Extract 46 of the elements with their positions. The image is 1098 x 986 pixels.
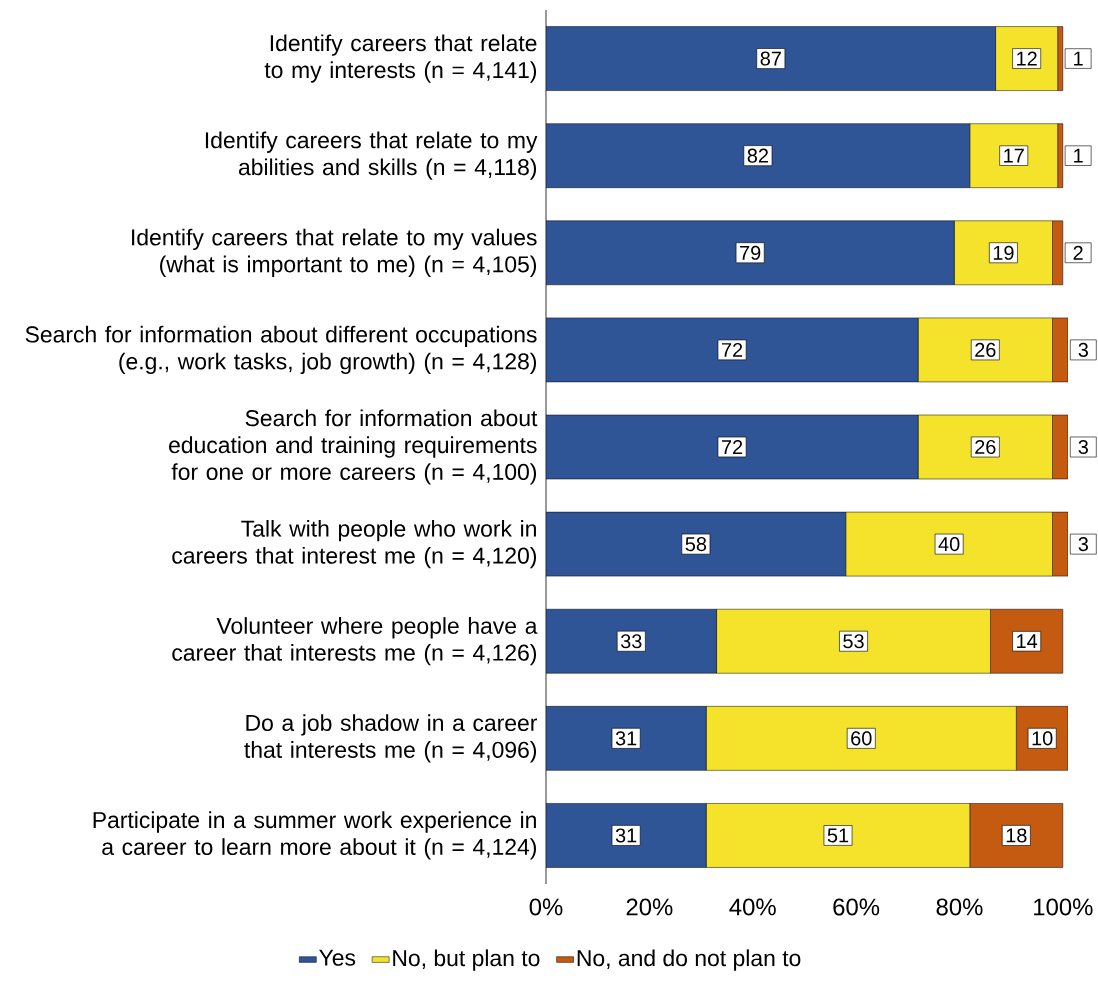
data-label: 60 xyxy=(851,731,872,746)
data-label: 18 xyxy=(1006,828,1027,843)
legend-label: Yes xyxy=(319,949,356,966)
data-label: 51 xyxy=(827,828,849,843)
data-label: 26 xyxy=(975,342,996,357)
y-tick-label: Identify careers that relate to my interests (n = 4,141) xyxy=(264,34,537,83)
y-tick-label: Search for information about education and training requirements for one or more careers (n = 4,100) xyxy=(169,409,538,485)
legend-label: No, but plan to xyxy=(393,949,540,971)
data-label: 3 xyxy=(1078,537,1088,552)
data-label: 40 xyxy=(938,537,960,552)
x-tick-label: 40% xyxy=(729,898,776,916)
data-label: 1 xyxy=(1074,148,1083,163)
x-tick-label: 0% xyxy=(529,898,563,916)
bar xyxy=(969,803,1064,868)
y-tick-label: Search for information about different occupations (e.g., work tasks, job growth) (n = 4,128) xyxy=(25,325,537,375)
data-label: 87 xyxy=(760,51,781,66)
x-tick-label: 100% xyxy=(1034,898,1093,916)
data-label: 17 xyxy=(1004,148,1024,163)
data-label: 58 xyxy=(685,537,707,552)
data-label: 31 xyxy=(615,731,637,746)
data-label: 53 xyxy=(843,634,864,649)
x-tick-label: 20% xyxy=(626,898,673,916)
data-label: 1 xyxy=(1074,51,1083,66)
data-label: 12 xyxy=(1017,51,1037,66)
data-label: 72 xyxy=(722,440,743,454)
x-tick-label: 60% xyxy=(833,898,880,916)
y-tick-label: Participate in a summer work experience in a career to learn more about it (n = 4,124) xyxy=(93,811,536,860)
data-label: 14 xyxy=(1017,634,1038,649)
legend-label: No, and do not plan to xyxy=(577,949,801,971)
data-label: 33 xyxy=(620,634,642,649)
y-tick-label: Identify careers that relate to my abilities and skills (n = 4,118) xyxy=(205,131,538,180)
y-tick-label: Talk with people who work in careers that interest me (n = 4,120) xyxy=(172,519,537,569)
data-label: 19 xyxy=(993,245,1014,260)
data-label: 82 xyxy=(747,148,768,163)
data-label: 79 xyxy=(740,245,761,260)
y-tick-label: Identify careers that relate to my values (what is important to me) (n = 4,105) xyxy=(132,228,537,277)
y-tick-label: Do a job shadow in a career that interests me (n = 4,096) xyxy=(244,714,538,763)
data-label: 26 xyxy=(975,439,996,455)
data-label: 3 xyxy=(1078,342,1088,357)
y-tick-label: Volunteer where people have a career that interests me (n = 4,126) xyxy=(172,617,538,666)
data-label: 2 xyxy=(1073,245,1083,260)
data-label: 31 xyxy=(615,828,637,843)
data-label: 10 xyxy=(1032,731,1053,746)
data-label: 72 xyxy=(722,342,743,357)
data-label: 3 xyxy=(1078,439,1088,455)
x-tick-label: 80% xyxy=(936,898,983,916)
